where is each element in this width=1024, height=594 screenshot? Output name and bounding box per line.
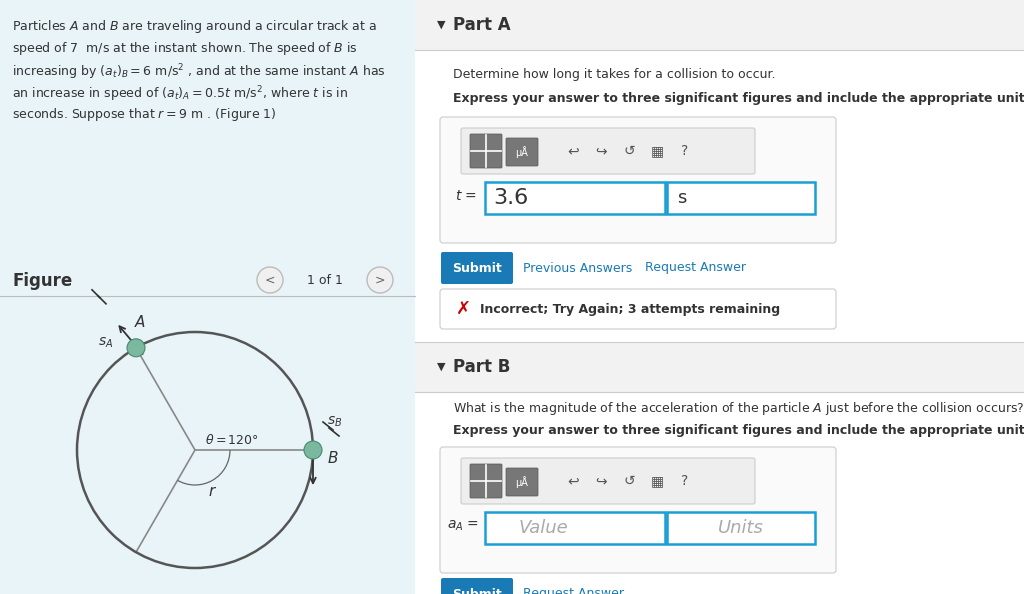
Bar xyxy=(667,512,815,544)
Text: Incorrect; Try Again; 3 attempts remaining: Incorrect; Try Again; 3 attempts remaini… xyxy=(480,302,780,315)
Text: μÅ: μÅ xyxy=(515,476,528,488)
Bar xyxy=(415,342,1024,392)
FancyBboxPatch shape xyxy=(470,464,502,498)
Text: speed of 7  m/s at the instant shown. The speed of $\mathit{B}$ is: speed of 7 m/s at the instant shown. The… xyxy=(12,40,358,57)
Bar xyxy=(415,0,1024,50)
Text: Express your answer to three significant figures and include the appropriate uni: Express your answer to three significant… xyxy=(453,92,1024,105)
Text: ▼: ▼ xyxy=(437,362,445,372)
Text: $r$: $r$ xyxy=(209,485,217,500)
Text: ▼: ▼ xyxy=(437,20,445,30)
Text: Part B: Part B xyxy=(453,358,510,376)
Text: Submit: Submit xyxy=(453,261,502,274)
Text: ↺: ↺ xyxy=(624,474,635,488)
FancyBboxPatch shape xyxy=(470,134,502,168)
FancyBboxPatch shape xyxy=(440,289,836,329)
Bar xyxy=(485,512,665,544)
Text: increasing by $(a_t)_B = 6\ \mathrm{m/s^2}$ , and at the same instant $A$ has: increasing by $(a_t)_B = 6\ \mathrm{m/s^… xyxy=(12,62,386,81)
Text: 3.6: 3.6 xyxy=(493,188,528,208)
Text: $\theta = 120°$: $\theta = 120°$ xyxy=(205,433,259,447)
Text: Units: Units xyxy=(718,519,764,537)
Text: ↩: ↩ xyxy=(567,144,579,158)
Circle shape xyxy=(304,441,322,459)
Bar xyxy=(485,182,665,214)
Text: s: s xyxy=(677,189,686,207)
Text: ↩: ↩ xyxy=(567,474,579,488)
Circle shape xyxy=(367,267,393,293)
Text: $t$ =: $t$ = xyxy=(455,189,477,203)
Text: <: < xyxy=(265,273,275,286)
Text: ↺: ↺ xyxy=(624,144,635,158)
FancyBboxPatch shape xyxy=(461,128,755,174)
FancyBboxPatch shape xyxy=(441,252,513,284)
Text: Request Answer: Request Answer xyxy=(645,261,746,274)
Text: ✗: ✗ xyxy=(456,300,471,318)
Text: an increase in speed of $(a_t)_A = 0.5t\ \mathrm{m/s^2}$, where $t$ is in: an increase in speed of $(a_t)_A = 0.5t\… xyxy=(12,84,348,103)
FancyBboxPatch shape xyxy=(441,578,513,594)
Bar xyxy=(667,182,815,214)
Text: ?: ? xyxy=(681,474,688,488)
Text: $s_A$: $s_A$ xyxy=(98,336,114,350)
Text: Part A: Part A xyxy=(453,16,511,34)
Circle shape xyxy=(127,339,145,357)
Text: Figure: Figure xyxy=(12,272,73,290)
Text: $a_A$ =: $a_A$ = xyxy=(447,519,479,533)
FancyBboxPatch shape xyxy=(440,447,836,573)
Text: $A$: $A$ xyxy=(134,314,146,330)
Text: ▦: ▦ xyxy=(650,474,664,488)
Text: $s_B$: $s_B$ xyxy=(327,415,342,429)
Text: ↪: ↪ xyxy=(595,144,607,158)
Text: Determine how long it takes for a collision to occur.: Determine how long it takes for a collis… xyxy=(453,68,775,81)
Text: $B$: $B$ xyxy=(327,450,339,466)
FancyBboxPatch shape xyxy=(440,117,836,243)
Bar xyxy=(0,0,415,594)
FancyBboxPatch shape xyxy=(506,468,538,496)
Text: Submit: Submit xyxy=(453,587,502,594)
Text: What is the magnitude of the acceleration of the particle $\mathit{A}$ just befo: What is the magnitude of the acceleratio… xyxy=(453,400,1024,417)
FancyBboxPatch shape xyxy=(461,458,755,504)
Text: 1 of 1: 1 of 1 xyxy=(307,273,343,286)
Text: μÅ: μÅ xyxy=(515,146,528,158)
Text: ▦: ▦ xyxy=(650,144,664,158)
Text: Particles $\mathit{A}$ and $\mathit{B}$ are traveling around a circular track at: Particles $\mathit{A}$ and $\mathit{B}$ … xyxy=(12,18,377,35)
Text: Express your answer to three significant figures and include the appropriate uni: Express your answer to three significant… xyxy=(453,424,1024,437)
Text: Value: Value xyxy=(518,519,568,537)
Text: ?: ? xyxy=(681,144,688,158)
FancyBboxPatch shape xyxy=(506,138,538,166)
Text: seconds. Suppose that $r = 9\ \mathrm{m}$ . (Figure 1): seconds. Suppose that $r = 9\ \mathrm{m}… xyxy=(12,106,276,123)
Text: ↪: ↪ xyxy=(595,474,607,488)
Text: >: > xyxy=(375,273,385,286)
Circle shape xyxy=(257,267,283,293)
Text: Previous Answers: Previous Answers xyxy=(523,261,632,274)
Text: Request Answer: Request Answer xyxy=(523,587,624,594)
